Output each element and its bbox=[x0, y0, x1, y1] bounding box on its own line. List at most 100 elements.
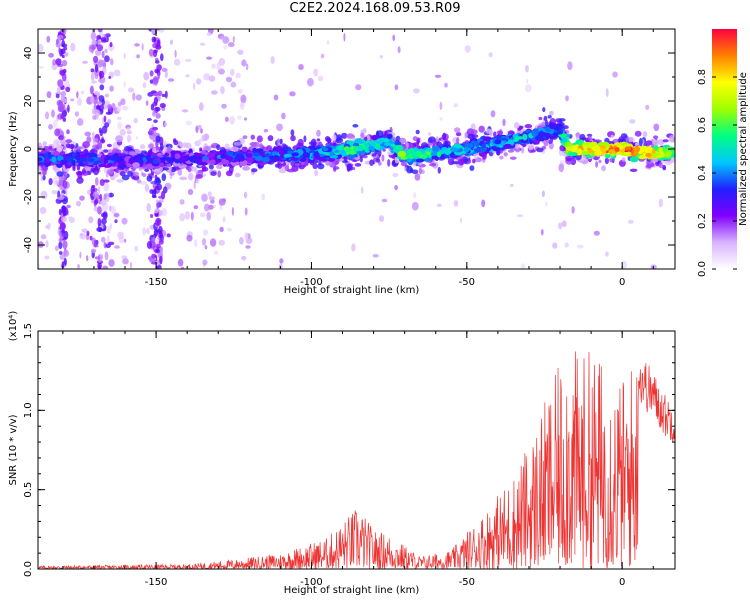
noise-blob bbox=[105, 111, 112, 115]
halo-blob bbox=[287, 168, 295, 173]
noise-blob bbox=[219, 226, 224, 233]
colorbar-tick-label: 0.6 bbox=[697, 117, 708, 133]
noise-blob bbox=[123, 81, 127, 88]
ridge-blob bbox=[130, 157, 135, 161]
halo-blob bbox=[303, 135, 307, 143]
halo-blob bbox=[629, 168, 638, 172]
noise-blob bbox=[57, 86, 61, 95]
ridge-blob bbox=[395, 144, 404, 151]
noise-blob bbox=[79, 251, 82, 259]
halo-blob bbox=[598, 159, 602, 164]
noise-blob bbox=[261, 193, 265, 201]
y-tick-label: 0 bbox=[23, 146, 34, 152]
halo-blob bbox=[233, 141, 242, 146]
noise-blob bbox=[214, 250, 219, 255]
noise-blob bbox=[155, 243, 161, 249]
ridge-blob bbox=[215, 158, 222, 163]
halo-blob bbox=[68, 143, 76, 149]
ridge-blob bbox=[397, 150, 407, 158]
noise-blob bbox=[54, 245, 59, 252]
halo-blob bbox=[658, 162, 663, 169]
noise-blob bbox=[142, 227, 147, 236]
noise-blob bbox=[141, 43, 144, 51]
noise-blob bbox=[194, 239, 198, 248]
noise-blob bbox=[117, 231, 124, 239]
ridge-blob bbox=[557, 129, 564, 135]
halo-blob bbox=[76, 176, 84, 184]
halo-blob bbox=[437, 166, 441, 174]
noise-blob bbox=[541, 229, 544, 236]
noise-blob bbox=[168, 78, 175, 82]
noise-blob bbox=[74, 111, 79, 117]
noise-blob bbox=[160, 53, 164, 62]
noise-blob bbox=[558, 163, 564, 173]
noise-blob bbox=[394, 84, 399, 91]
halo-blob bbox=[103, 149, 109, 153]
noise-blob bbox=[97, 40, 101, 45]
noise-blob bbox=[237, 89, 243, 94]
ridge-blob bbox=[152, 159, 159, 165]
noise-blob bbox=[108, 192, 114, 198]
ridge-blob bbox=[60, 159, 68, 165]
ridge-blob bbox=[375, 138, 384, 145]
noise-blob bbox=[361, 186, 364, 194]
noise-blob bbox=[142, 82, 147, 89]
noise-blob bbox=[245, 245, 251, 249]
ridge-blob bbox=[227, 156, 233, 162]
halo-blob bbox=[621, 157, 626, 162]
noise-blob bbox=[104, 48, 108, 54]
noise-blob bbox=[413, 192, 417, 199]
noise-blob bbox=[151, 29, 156, 35]
noise-blob bbox=[90, 72, 95, 81]
noise-blob bbox=[436, 203, 442, 207]
noise-blob bbox=[145, 100, 149, 106]
halo-blob bbox=[499, 155, 504, 160]
ridge-blob bbox=[159, 157, 169, 161]
noise-blob bbox=[52, 119, 58, 129]
noise-blob bbox=[103, 182, 110, 192]
halo-blob bbox=[332, 134, 337, 141]
ridge-blob bbox=[344, 146, 350, 151]
noise-blob bbox=[179, 213, 186, 222]
ridge-blob bbox=[207, 152, 216, 159]
ridge-blob bbox=[549, 123, 557, 130]
x-tick-label: 0 bbox=[619, 277, 625, 288]
ridge-blob bbox=[577, 149, 583, 154]
noise-blob bbox=[91, 80, 97, 84]
ridge-blob bbox=[159, 162, 165, 168]
halo-blob bbox=[75, 171, 83, 176]
noise-blob bbox=[411, 201, 419, 211]
noise-blob bbox=[104, 100, 110, 106]
halo-blob bbox=[56, 144, 63, 151]
noise-blob bbox=[520, 263, 526, 269]
halo-blob bbox=[242, 165, 251, 171]
noise-blob bbox=[101, 236, 106, 243]
ridge-blob bbox=[633, 146, 641, 153]
ridge-blob bbox=[132, 162, 140, 168]
noise-blob bbox=[96, 227, 103, 232]
halo-blob bbox=[82, 141, 90, 149]
noise-blob bbox=[185, 120, 192, 126]
ridge-blob bbox=[656, 154, 662, 159]
halo-blob bbox=[314, 169, 319, 177]
noise-blob bbox=[110, 205, 116, 214]
noise-blob bbox=[229, 115, 235, 125]
noise-blob bbox=[459, 217, 463, 224]
noise-blob bbox=[629, 119, 636, 124]
ridge-blob bbox=[413, 147, 418, 151]
ridge-blob bbox=[164, 153, 169, 157]
noise-blob bbox=[206, 211, 211, 221]
noise-blob bbox=[152, 126, 158, 131]
noise-blob bbox=[169, 39, 173, 45]
halo-blob bbox=[316, 138, 321, 142]
ridge-blob bbox=[120, 162, 125, 170]
noise-blob bbox=[89, 85, 94, 95]
halo-blob bbox=[469, 165, 475, 172]
halo-blob bbox=[645, 164, 653, 169]
noise-blob bbox=[92, 137, 99, 143]
noise-blob bbox=[103, 194, 107, 200]
noise-blob bbox=[612, 71, 618, 78]
noise-blob bbox=[222, 216, 226, 223]
ridge-blob bbox=[86, 157, 95, 162]
halo-blob bbox=[201, 166, 209, 172]
